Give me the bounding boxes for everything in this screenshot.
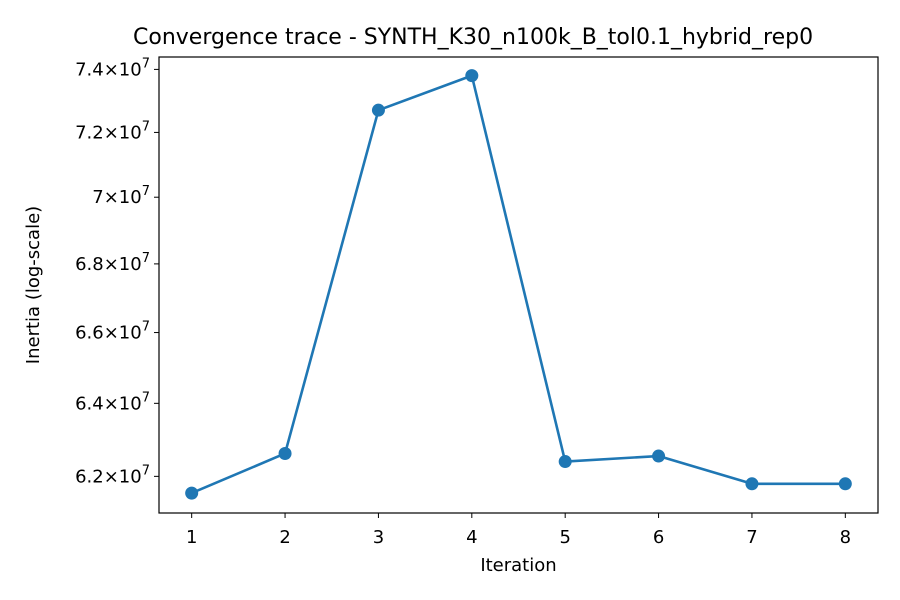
plot-frame <box>158 56 879 514</box>
y-tick-label: 6.8×107 <box>75 251 150 275</box>
y-tick-label: 6.2×107 <box>75 463 150 487</box>
x-tick-label: 1 <box>186 527 197 548</box>
y-tick-label: 6.6×107 <box>75 320 150 344</box>
chart-title: Convergence trace - SYNTH_K30_n100k_B_to… <box>133 25 813 50</box>
y-tick-label: 7.2×107 <box>75 119 150 143</box>
x-tick-label: 7 <box>746 527 757 548</box>
data-point <box>558 455 572 469</box>
x-tick-label: 6 <box>653 527 664 548</box>
x-tick-label: 4 <box>466 527 477 548</box>
data-point <box>371 103 385 117</box>
x-tick-label: 3 <box>373 527 384 548</box>
data-point <box>465 69 479 83</box>
x-tick-label: 5 <box>559 527 570 548</box>
y-ticks: 6.2×107 6.4×107 6.6×107 6.8×107 7×107 7.2×107… <box>75 56 159 487</box>
series-inertia <box>185 69 852 500</box>
y-tick-label: 6.4×107 <box>75 390 150 414</box>
x-axis-label: Iteration <box>480 555 556 576</box>
x-tick-label: 8 <box>840 527 851 548</box>
x-tick-label: 2 <box>279 527 290 548</box>
y-tick-label: 7.4×107 <box>75 56 150 80</box>
data-point <box>185 486 199 500</box>
y-axis-label: Inertia (log-scale) <box>23 206 44 364</box>
data-point <box>838 477 852 491</box>
data-point <box>278 446 292 460</box>
y-tick-label: 7×107 <box>92 184 150 208</box>
x-ticks: 1 2 3 4 5 6 7 8 <box>186 513 851 548</box>
data-point <box>652 449 666 463</box>
series-line <box>191 74 846 495</box>
data-point <box>745 477 759 491</box>
